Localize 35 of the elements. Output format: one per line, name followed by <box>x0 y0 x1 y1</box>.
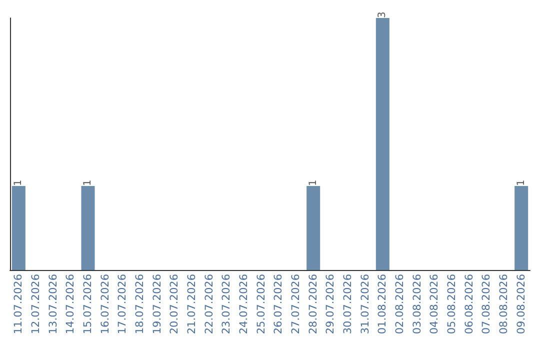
x-tick-label: 12.07.2026 <box>30 274 42 334</box>
x-tick-label: 20.07.2026 <box>168 274 181 334</box>
x-tick-label: 05.08.2026 <box>446 274 458 334</box>
x-tick-label: 26.07.2026 <box>272 274 285 334</box>
x-tick-label: 16.07.2026 <box>99 274 112 334</box>
x-tick-label: 19.07.2026 <box>151 274 164 334</box>
x-tick-label: 31.07.2026 <box>359 274 372 334</box>
x-tick-label: 24.07.2026 <box>238 274 250 334</box>
x-tick-label: 22.07.2026 <box>203 274 216 334</box>
x-tick-label: 06.08.2026 <box>463 274 476 334</box>
x-tick-label: 11.07.2026 <box>12 274 25 334</box>
x-tick-label: 30.07.2026 <box>342 274 354 334</box>
data-label: 1 <box>308 180 319 186</box>
x-tick-label: 13.07.2026 <box>47 274 60 334</box>
data-label: 1 <box>82 180 94 186</box>
data-label: 1 <box>13 180 24 186</box>
x-tick-label: 14.07.2026 <box>64 274 77 334</box>
x-tick-label: 04.08.2026 <box>428 274 441 334</box>
x-tick-label: 27.07.2026 <box>290 274 302 334</box>
x-tick-label: 03.08.2026 <box>411 274 424 334</box>
x-tick-label: 01.08.2026 <box>376 274 389 334</box>
x-tick-label: 23.07.2026 <box>220 274 233 334</box>
x-tick-label: 07.08.2026 <box>480 274 493 334</box>
x-tick-label: 29.07.2026 <box>324 274 337 334</box>
x-tick-label: 18.07.2026 <box>134 274 146 334</box>
data-label: 1 <box>516 180 527 186</box>
x-tick-label: 28.07.2026 <box>307 274 320 334</box>
x-tick-label: 21.07.2026 <box>186 274 198 334</box>
x-tick-label: 09.08.2026 <box>515 274 528 334</box>
x-tick-label: 02.08.2026 <box>394 274 406 334</box>
x-tick-label: 15.07.2026 <box>82 274 94 334</box>
data-label: 3 <box>377 12 388 18</box>
x-tick-label: 08.08.2026 <box>498 274 510 334</box>
x-tick-label: 25.07.2026 <box>255 274 268 334</box>
x-tick-label: 17.07.2026 <box>116 274 129 334</box>
